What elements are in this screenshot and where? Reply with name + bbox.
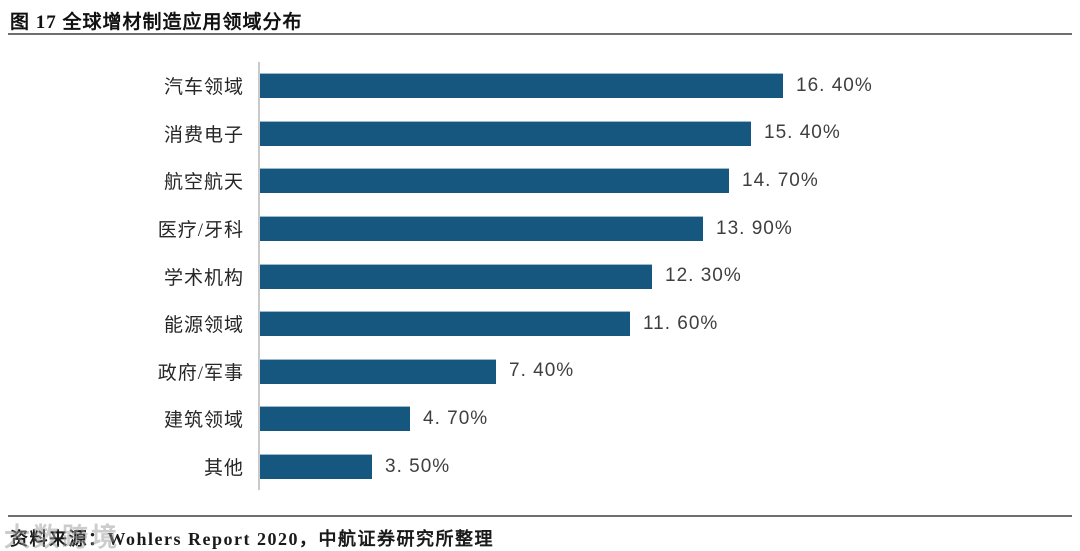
bar-row: 航空航天 14. 70% bbox=[0, 157, 1080, 205]
bar bbox=[260, 120, 751, 146]
bar bbox=[260, 263, 652, 289]
plot-area-row: 14. 70% bbox=[258, 157, 1080, 205]
bar bbox=[260, 311, 630, 337]
plot-area-row: 13. 90% bbox=[258, 204, 1080, 253]
bar bbox=[260, 216, 703, 242]
bar bbox=[260, 168, 729, 194]
value-label: 4. 70% bbox=[423, 407, 489, 429]
bar-row: 学术机构 12. 30% bbox=[0, 252, 1080, 300]
value-label: 14. 70% bbox=[742, 169, 819, 191]
category-label: 能源领域 bbox=[163, 315, 244, 337]
value-label: 13. 90% bbox=[716, 217, 793, 239]
bar bbox=[260, 406, 410, 432]
category-label: 汽车领域 bbox=[163, 77, 244, 99]
title-divider bbox=[8, 33, 1072, 35]
category-label: 其他 bbox=[203, 458, 244, 480]
plot-area-row: 11. 60% bbox=[258, 299, 1080, 348]
value-label: 12. 30% bbox=[665, 265, 742, 287]
value-label: 16. 40% bbox=[796, 74, 873, 96]
source-divider bbox=[8, 515, 1072, 517]
plot-area-row: 3. 50% bbox=[258, 442, 1080, 491]
bar-chart: 汽车领域 16. 40% 消费电子 15. 40% 航空航天 14. 70% 医疗/牙科 13… bbox=[0, 62, 1080, 491]
value-label: 3. 50% bbox=[385, 455, 451, 477]
bar-row: 能源领域 11. 60% bbox=[0, 299, 1080, 348]
plot-area-row: 7. 40% bbox=[258, 347, 1080, 396]
bar-row: 汽车领域 16. 40% bbox=[0, 62, 1080, 110]
value-label: 7. 40% bbox=[509, 360, 575, 382]
category-label: 政府/军事 bbox=[157, 362, 244, 384]
plot-area-row: 4. 70% bbox=[258, 395, 1080, 443]
value-label: 11. 60% bbox=[643, 312, 719, 334]
bar-row: 医疗/牙科 13. 90% bbox=[0, 204, 1080, 253]
figure-title: 图 17 全球增材制造应用领域分布 bbox=[10, 12, 303, 33]
bar-row: 政府/军事 7. 40% bbox=[0, 347, 1080, 396]
category-label: 建筑领域 bbox=[163, 410, 244, 432]
bar-row: 消费电子 15. 40% bbox=[0, 109, 1080, 158]
bar-row: 建筑领域 4. 70% bbox=[0, 395, 1080, 443]
category-label: 消费电子 bbox=[163, 124, 244, 146]
bar-row: 其他 3. 50% bbox=[0, 442, 1080, 491]
category-label: 航空航天 bbox=[163, 172, 244, 194]
plot-area-row: 16. 40% bbox=[258, 62, 1080, 110]
bar bbox=[260, 454, 372, 480]
category-label: 医疗/牙科 bbox=[157, 220, 244, 242]
bar bbox=[260, 358, 496, 384]
value-label: 15. 40% bbox=[764, 122, 841, 144]
source-note: 资料来源：Wohlers Report 2020，中航证券研究所整理 bbox=[10, 529, 494, 549]
plot-area-row: 15. 40% bbox=[258, 109, 1080, 158]
source-row: 大数跨境 资料来源：Wohlers Report 2020，中航证券研究所整理 bbox=[0, 517, 1080, 551]
bar bbox=[260, 73, 783, 99]
category-label: 学术机构 bbox=[163, 267, 244, 289]
plot-area-row: 12. 30% bbox=[258, 252, 1080, 300]
